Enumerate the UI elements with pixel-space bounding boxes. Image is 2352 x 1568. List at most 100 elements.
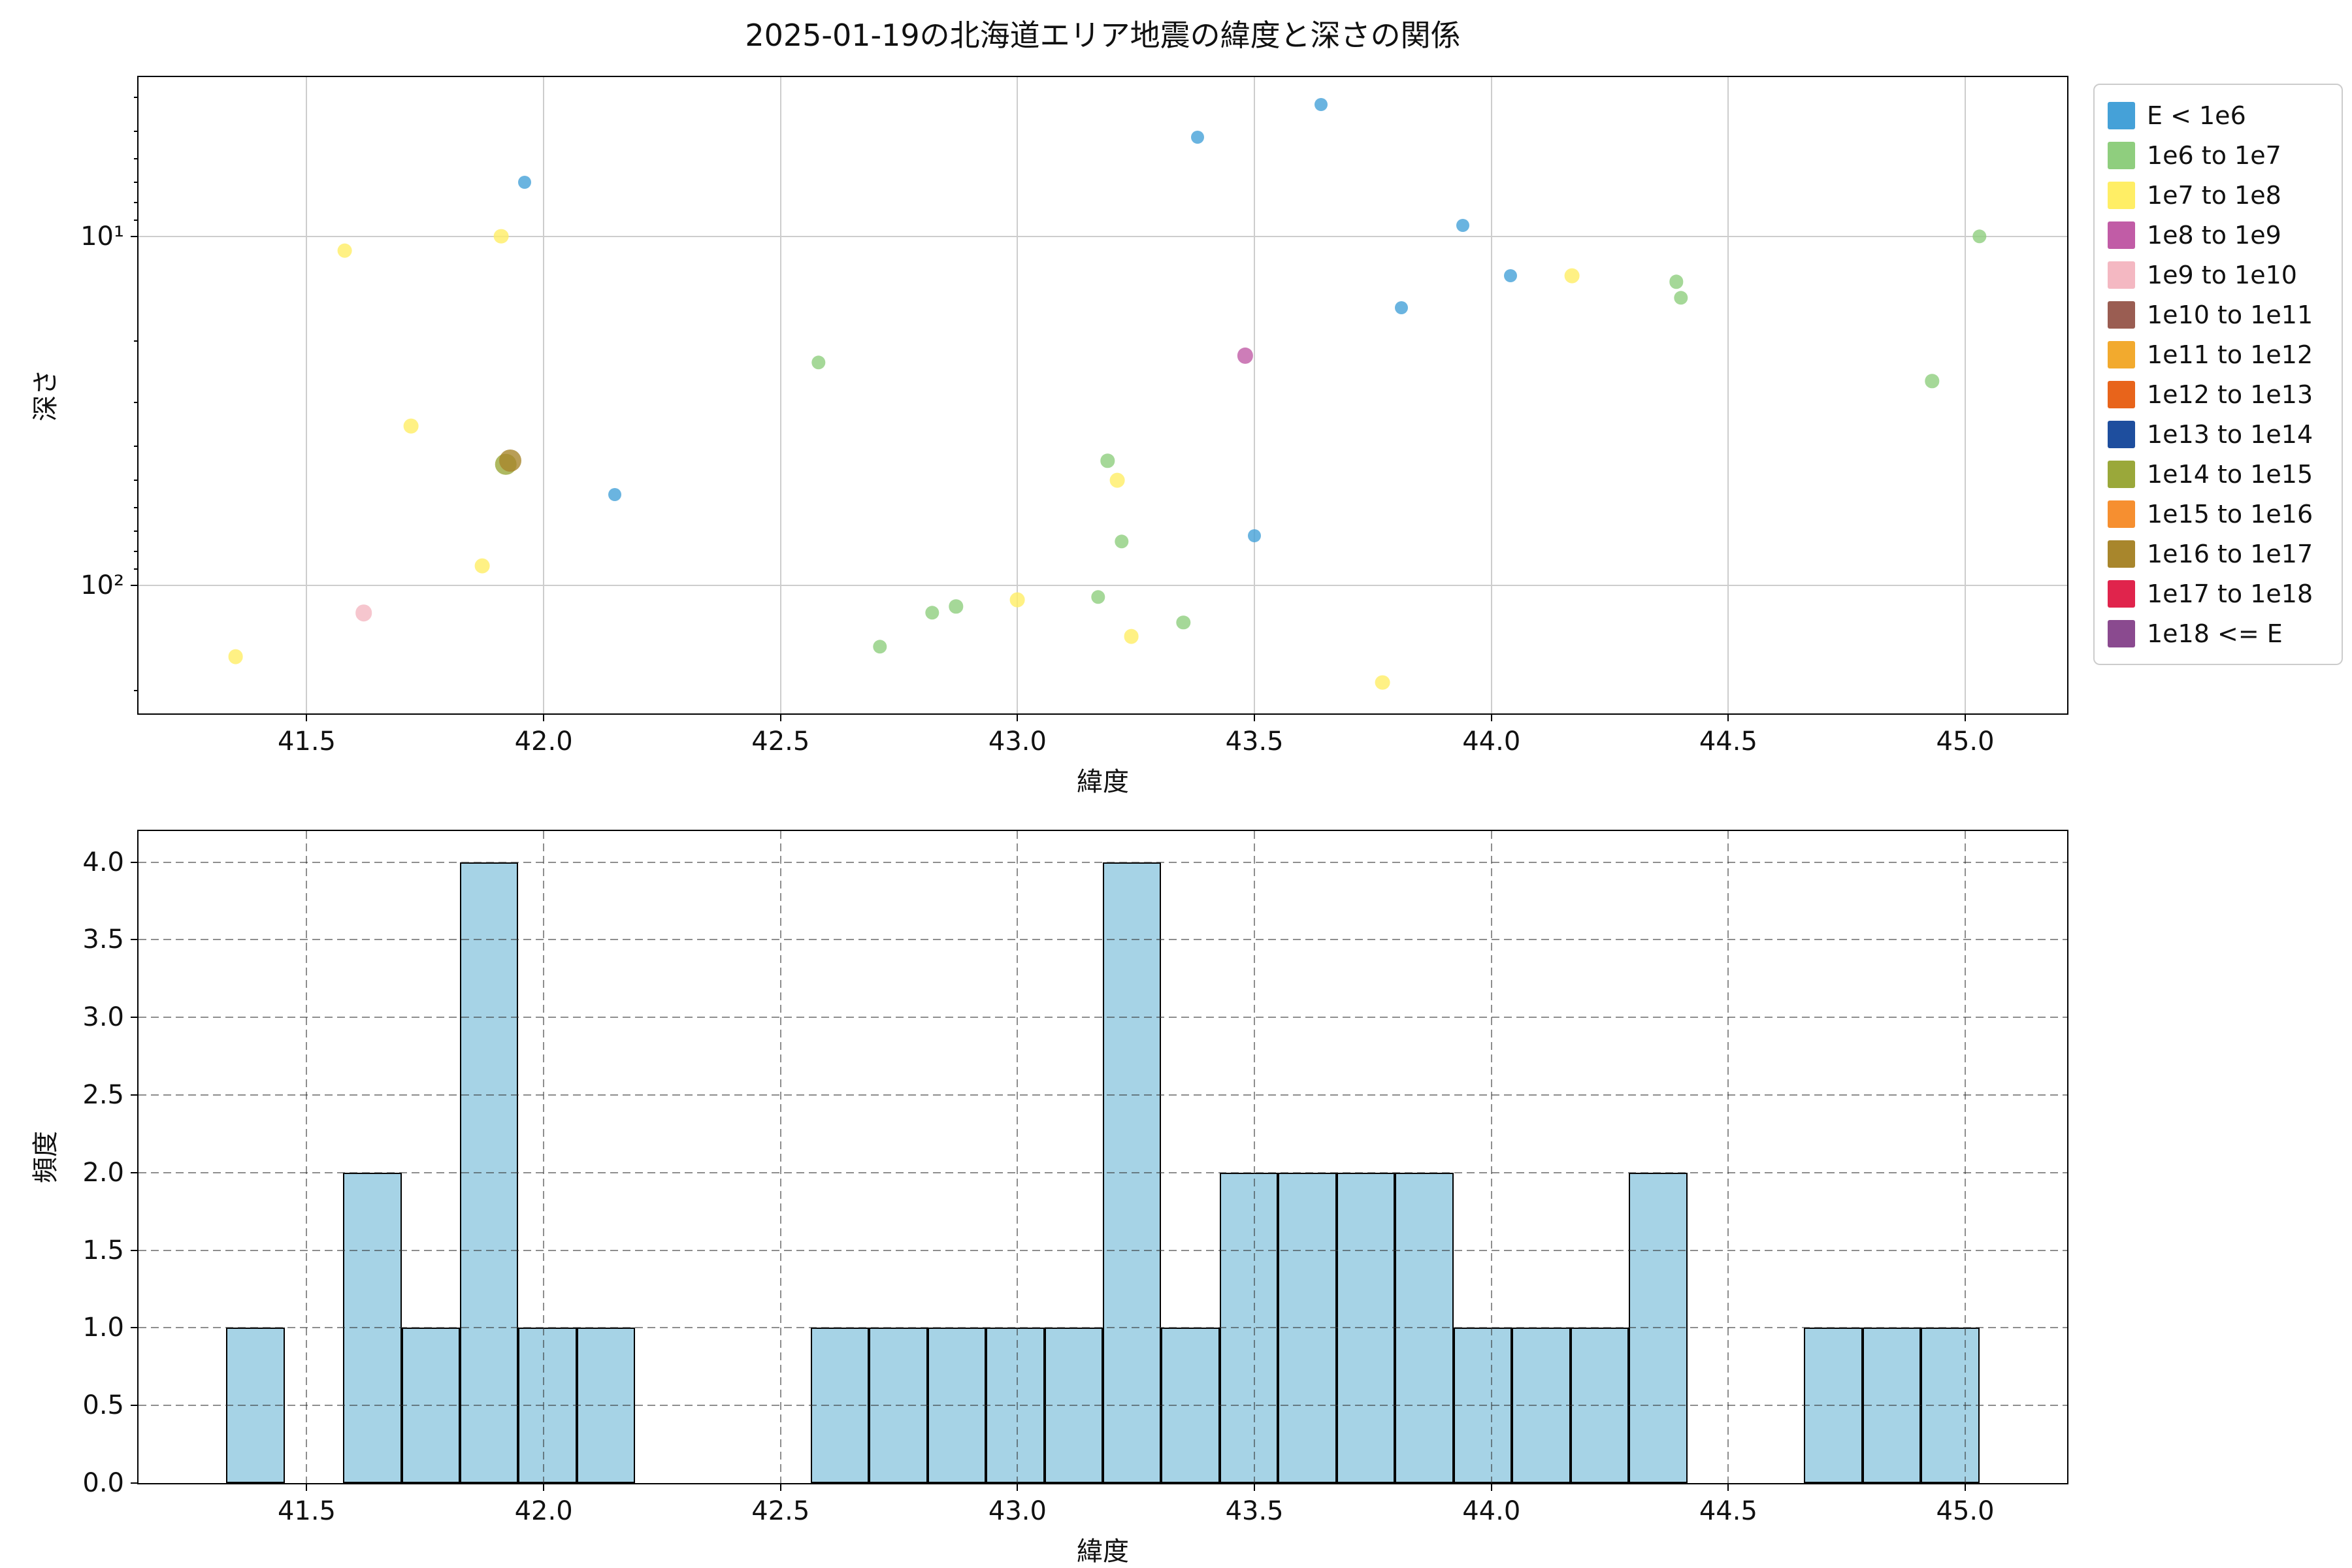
grid-line-horizontal [139, 1327, 2067, 1329]
y-tick-mark [131, 861, 139, 863]
scatter-point [337, 243, 352, 259]
legend-label: 1e11 to 1e12 [2147, 340, 2313, 369]
grid-line-vertical [1017, 831, 1019, 1483]
x-tick-label: 44.0 [1462, 727, 1521, 757]
scatter-point [1503, 269, 1517, 283]
scatter-point [949, 599, 963, 613]
y-tick-label: 1.5 [82, 1235, 124, 1266]
legend-label: 1e15 to 1e16 [2147, 499, 2313, 529]
scatter-point [1176, 615, 1190, 630]
x-tick-mark [1254, 1483, 1256, 1491]
y-minor-tick-mark [134, 181, 139, 183]
x-tick-mark [1490, 1483, 1492, 1491]
legend-entry: E < 1e6 [2108, 95, 2328, 135]
grid-line-horizontal [139, 584, 2067, 586]
y-minor-tick-mark [134, 568, 139, 570]
legend-swatch [2108, 420, 2135, 448]
grid-line-horizontal [139, 1405, 2067, 1407]
scatter-point [1237, 348, 1253, 364]
x-tick-label: 45.0 [1936, 1496, 1995, 1526]
x-tick-mark [1727, 713, 1729, 721]
legend-entry: 1e14 to 1e15 [2108, 454, 2328, 494]
legend-swatch [2108, 619, 2135, 647]
scatter-point [1091, 589, 1105, 604]
y-tick-mark [131, 939, 139, 941]
y-tick-mark [131, 1094, 139, 1096]
x-tick-label: 43.0 [988, 727, 1047, 757]
y-minor-tick-mark [134, 402, 139, 404]
x-tick-label: 42.5 [751, 727, 810, 757]
x-tick-label: 42.5 [751, 1496, 810, 1526]
legend-label: 1e10 to 1e11 [2147, 300, 2313, 329]
grid-line-vertical [1965, 77, 1967, 713]
legend-box: E < 1e6 1e6 to 1e7 1e7 to 1e8 1e8 to 1e9 1e9… [2093, 84, 2343, 665]
x-tick-label: 44.5 [1699, 727, 1757, 757]
grid-line-horizontal [139, 1171, 2067, 1173]
legend-label: 1e6 to 1e7 [2147, 140, 2281, 170]
grid-line-vertical [1490, 831, 1492, 1483]
legend-entry: 1e17 to 1e18 [2108, 574, 2328, 613]
scatter-point [1100, 453, 1115, 468]
y-minor-tick-mark [134, 550, 139, 552]
scatter-point [474, 558, 490, 574]
legend-label: E < 1e6 [2147, 101, 2246, 130]
figure-title: 2025-01-19の北海道エリア地震の緯度と深さの関係 [745, 18, 1461, 53]
legend-entry: 1e9 to 1e10 [2108, 255, 2328, 295]
scatter-point [1191, 130, 1205, 144]
scatter-plot-area: 41.5 42.0 42.5 43.0 43.5 44.0 44.5 45.0 10¹ 10² [80, 76, 2068, 757]
y-minor-tick-mark [134, 507, 139, 509]
x-tick-label: 45.0 [1936, 727, 1995, 757]
legend-swatch [2108, 460, 2135, 488]
y-tick-mark [131, 1482, 139, 1484]
y-tick-mark [131, 1249, 139, 1251]
x-tick-mark [779, 713, 781, 721]
legend-label: 1e16 to 1e17 [2147, 539, 2313, 568]
scatter-point [1972, 229, 1987, 244]
grid-line-vertical [306, 831, 308, 1483]
y-minor-tick-mark [134, 479, 139, 481]
scatter-point [1010, 592, 1025, 608]
scatter-point [1925, 374, 1939, 388]
legend-swatch [2108, 380, 2135, 408]
y-minor-tick-mark [134, 220, 139, 221]
scatter-y-axis-label: 深さ [31, 369, 61, 421]
scatter-point [1115, 534, 1129, 549]
x-tick-mark [306, 713, 308, 721]
grid-line-horizontal [139, 1017, 2067, 1019]
x-tick-mark [1965, 713, 1967, 721]
legend-swatch [2108, 540, 2135, 568]
histogram-x-axis-label: 緯度 [1077, 1537, 1129, 1567]
y-tick-label: 4.0 [82, 847, 124, 877]
x-tick-label: 44.0 [1462, 1496, 1521, 1526]
legend-entry: 1e16 to 1e17 [2108, 534, 2328, 574]
scatter-point [499, 449, 522, 472]
x-tick-mark [779, 1483, 781, 1491]
y-tick-mark [131, 1327, 139, 1329]
x-tick-label: 43.0 [988, 1496, 1047, 1526]
y-tick-label: 3.0 [82, 1002, 124, 1033]
y-minor-tick-mark [134, 689, 139, 691]
y-tick-label: 3.5 [82, 924, 124, 955]
y-tick-label: 0.5 [82, 1390, 124, 1421]
legend-label: 1e14 to 1e15 [2147, 459, 2313, 489]
legend-label: 1e18 <= E [2147, 619, 2283, 648]
legend-swatch [2108, 181, 2135, 209]
y-tick-label: 10² [80, 570, 124, 600]
y-tick-label: 1.0 [82, 1313, 124, 1343]
grid-line-vertical [543, 831, 545, 1483]
x-tick-label: 43.5 [1225, 727, 1284, 757]
scatter-point [355, 604, 372, 621]
grid-line-vertical [1727, 831, 1729, 1483]
x-tick-mark [1254, 713, 1256, 721]
scatter-point [1314, 98, 1328, 112]
grid-line-vertical [1490, 77, 1492, 713]
y-minor-tick-mark [134, 130, 139, 132]
grid-line-horizontal [139, 861, 2067, 863]
legend-label: 1e7 to 1e8 [2147, 180, 2281, 210]
legend-swatch [2108, 500, 2135, 528]
grid-line-vertical [779, 831, 781, 1483]
scatter-point [608, 488, 621, 502]
legend-label: 1e8 to 1e9 [2147, 220, 2281, 250]
legend-entry: 1e7 to 1e8 [2108, 175, 2328, 215]
